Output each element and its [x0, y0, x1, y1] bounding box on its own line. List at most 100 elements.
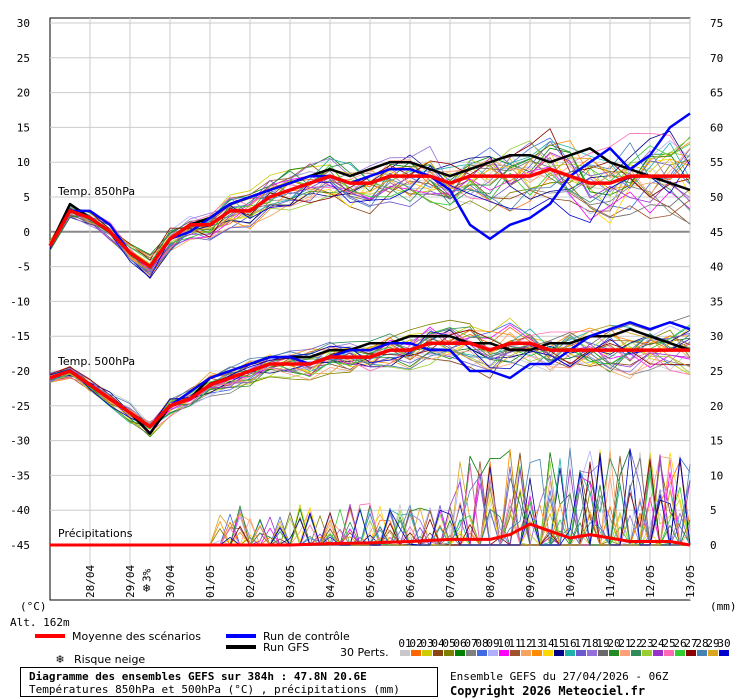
right-tick-label: 15	[710, 435, 723, 448]
left-tick-label: 15	[17, 121, 30, 134]
pert-swatch	[466, 650, 476, 656]
left-tick-label: 30	[17, 17, 30, 30]
left-tick-label: -5	[17, 261, 30, 274]
pert-swatch	[631, 650, 641, 656]
pert-number: 19	[596, 637, 609, 650]
pert-number: 13	[530, 637, 543, 650]
pert-number: 22	[629, 637, 642, 650]
right-tick-label: 45	[710, 226, 723, 239]
left-tick-label: -45	[10, 539, 30, 552]
legend-perts-label: 30 Perts.	[340, 646, 389, 659]
x-tick-label: 01/05	[204, 565, 217, 598]
snow-percent: 3%	[141, 568, 154, 582]
left-tick-label: -35	[10, 469, 30, 482]
pert-swatch	[510, 650, 520, 656]
pert-swatch	[411, 650, 421, 656]
pert-swatch	[565, 650, 575, 656]
pert-number: 06	[453, 637, 466, 650]
left-tick-label: 10	[17, 156, 30, 169]
pert-number: 12	[519, 637, 532, 650]
footer-title: Diagramme des ensembles GEFS sur 384h : …	[29, 670, 367, 683]
footer-copyright: Copyright 2026 Meteociel.fr	[450, 684, 646, 698]
pert-number: 24	[651, 637, 665, 650]
pert-swatch	[697, 650, 707, 656]
x-tick-label: 06/05	[404, 565, 417, 598]
x-tick-label: 12/05	[644, 565, 657, 598]
pert-swatch	[576, 650, 586, 656]
right-tick-label: 40	[710, 261, 723, 274]
pert-number: 09	[486, 637, 499, 650]
pert-swatch	[620, 650, 630, 656]
x-tick-label: 02/05	[244, 565, 257, 598]
left-tick-label: -10	[10, 295, 30, 308]
legend-snow-icon: ❄	[55, 653, 64, 666]
right-tick-label: 35	[710, 295, 723, 308]
x-tick-label: 05/05	[364, 565, 377, 598]
pert-swatch	[433, 650, 443, 656]
pert-swatch	[400, 650, 410, 656]
perturbation-850	[49, 166, 691, 272]
right-tick-label: 70	[710, 52, 723, 65]
right-tick-label: 10	[710, 469, 723, 482]
pert-number: 25	[662, 637, 675, 650]
pert-swatch	[488, 650, 498, 656]
footer-title-box: Diagramme des ensembles GEFS sur 384h : …	[20, 667, 438, 697]
pert-swatch	[532, 650, 542, 656]
x-tick-label: 07/05	[444, 565, 457, 598]
left-tick-label: -30	[10, 435, 30, 448]
left-tick-label: -25	[10, 400, 30, 413]
legend-control-label: Run de contrôle	[263, 630, 350, 643]
pert-swatch	[499, 650, 509, 656]
precip-label: Précipitations	[58, 527, 133, 540]
pert-swatch	[653, 650, 663, 656]
t850-label: Temp. 850hPa	[57, 185, 135, 198]
pert-number: 20	[607, 637, 620, 650]
snow-icon: ❄	[142, 582, 151, 595]
pert-swatch	[543, 650, 553, 656]
x-tick-label: 08/05	[484, 565, 497, 598]
pert-number: 11	[508, 637, 521, 650]
footer-run-info: Ensemble GEFS du 27/04/2026 - 06Z Copyri…	[450, 669, 669, 699]
pert-swatch	[719, 650, 729, 656]
pert-swatch	[708, 650, 718, 656]
pert-swatch	[609, 650, 619, 656]
pert-swatch	[455, 650, 465, 656]
pert-number: 08	[475, 637, 488, 650]
pert-number: 03	[420, 637, 433, 650]
right-tick-label: 25	[710, 365, 723, 378]
left-tick-label: 25	[17, 52, 30, 65]
pert-swatch	[554, 650, 564, 656]
pert-number: 04	[431, 637, 445, 650]
footer-subtitle: Températures 850hPa et 500hPa (°C) , pré…	[29, 683, 400, 696]
pert-swatch	[521, 650, 531, 656]
pert-number: 21	[618, 637, 631, 650]
pert-number: 15	[552, 637, 565, 650]
left-axis-unit: (°C)	[20, 600, 47, 613]
pert-swatch	[642, 650, 652, 656]
pert-number: 27	[684, 637, 697, 650]
left-tick-label: 0	[23, 226, 30, 239]
pert-number: 05	[442, 637, 455, 650]
left-tick-label: 20	[17, 87, 30, 100]
t500-mean-line	[49, 341, 690, 429]
footer-run: Ensemble GEFS du 27/04/2026 - 06Z	[450, 670, 669, 683]
pert-number: 30	[717, 637, 730, 650]
pert-number: 29	[706, 637, 719, 650]
right-axis-unit: (mm)	[710, 600, 737, 613]
x-tick-label: 04/05	[324, 565, 337, 598]
left-tick-label: -15	[10, 330, 30, 343]
pert-number: 17	[574, 637, 587, 650]
pert-swatch	[477, 650, 487, 656]
pert-swatch	[664, 650, 674, 656]
pert-number: 10	[497, 637, 510, 650]
pert-number: 02	[409, 637, 422, 650]
pert-number: 01	[398, 637, 411, 650]
x-tick-label: 10/05	[564, 565, 577, 598]
pert-swatch	[686, 650, 696, 656]
pert-number: 16	[563, 637, 576, 650]
perturbation-500	[49, 329, 691, 427]
x-tick-label: 03/05	[284, 565, 297, 598]
altitude-label: Alt. 162m	[10, 616, 70, 629]
pert-swatch	[587, 650, 597, 656]
